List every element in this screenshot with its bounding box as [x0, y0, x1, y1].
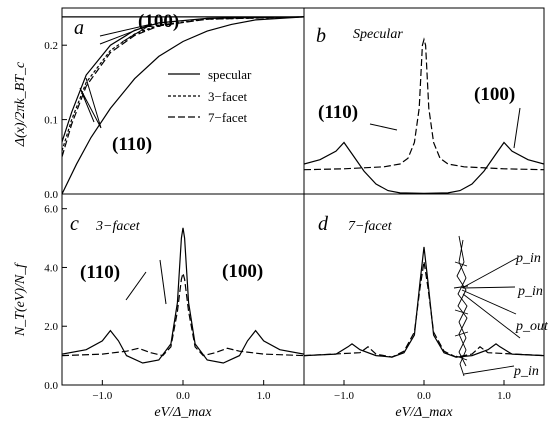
panel-c-y-axis-label: N_T(eV)/N_f	[13, 262, 28, 337]
legend-label-7-facet: 7−facet	[208, 110, 247, 125]
panel-c-x-tick-label: 0.0	[176, 390, 190, 402]
legend: specular 3−facet 7−facet	[168, 67, 252, 125]
panel-b-annotation-110: (110)	[318, 102, 358, 123]
panel-a-line-specular	[62, 16, 304, 194]
panel-b-plot	[304, 37, 544, 194]
panel-b-line-110	[304, 37, 544, 171]
tick-labels: 0.0 0.1 0.2 −1.0 0.0 1.0 0.0 2.0 4.0 6.0 −1.0 0.0 1.…	[44, 40, 511, 402]
panel-a-line-3-facet	[62, 16, 304, 151]
panel-c-annotation-100: (100)	[222, 261, 263, 282]
panel-c-annotation-110: (110)	[80, 262, 120, 283]
panel-d-line-100	[304, 246, 544, 358]
p-label-in-1: p_in	[515, 251, 541, 266]
panel-c-line-100	[62, 227, 304, 364]
panel-c-plot	[62, 227, 304, 364]
p-label-out: p_out	[515, 319, 548, 334]
panel-a-plot	[62, 16, 304, 194]
panel-d-x-tick-label: −1.0	[334, 390, 354, 402]
panel-c-title: 3−facet	[95, 219, 141, 234]
legend-label-specular: specular	[208, 67, 252, 82]
panel-c-y-tick-label: 4.0	[44, 262, 58, 274]
annotation-arrows	[79, 23, 521, 305]
panel-a-y-tick-label: 0.2	[44, 40, 58, 52]
panel-a-line-100	[62, 16, 304, 143]
p-label-in-3: p_in	[513, 364, 539, 379]
panel-a-y-tick-label: 0.1	[44, 115, 58, 127]
panel-b-line-100	[304, 141, 544, 194]
panel-d-tag: d	[318, 213, 329, 235]
panel-a-tag: a	[74, 17, 84, 39]
panel-c-x-tick-label: −1.0	[92, 390, 112, 402]
panel-d-frame	[303, 193, 545, 386]
panel-c-y-tick-label: 6.0	[44, 204, 58, 216]
panel-a-y-tick-label: 0.0	[44, 189, 58, 201]
panel-c-y-tick-label: 0.0	[44, 380, 58, 392]
panel-d-x-axis-label: eV/Δ_max	[395, 405, 453, 420]
panel-d-title: 7−facet	[348, 219, 393, 234]
legend-label-3-facet: 3−facet	[208, 89, 247, 104]
panel-a-line-7-facet	[62, 16, 304, 157]
panel-d-line-110	[304, 261, 544, 358]
panel-c-y-tick-label: 2.0	[44, 321, 58, 333]
panel-d-plot	[304, 246, 544, 358]
p-arrows	[461, 257, 521, 375]
panel-c-x-tick-label: 1.0	[257, 390, 271, 402]
panel-b-tag: b	[316, 25, 326, 47]
panel-a-annotation-110: (110)	[112, 134, 152, 155]
panel-c-tag: c	[70, 213, 79, 235]
panel-d-x-tick-label: 0.0	[417, 390, 431, 402]
fermi-surface-sketch	[453, 235, 469, 377]
panel-c-x-axis-label: eV/Δ_max	[154, 405, 212, 420]
panel-a-annotation-100: (100)	[138, 11, 179, 32]
panel-b-annotation-100: (100)	[474, 84, 515, 105]
panel-c-line-110	[62, 271, 304, 357]
panel-d-x-tick-label: 1.0	[497, 390, 511, 402]
panel-a-y-axis-label: Δ(x)/2πk_BT_c	[13, 61, 28, 147]
panel-b-title: Specular	[353, 27, 403, 42]
p-label-in-2: p_in	[517, 284, 543, 299]
tick-marks	[62, 44, 505, 386]
panel-a-frame	[61, 7, 305, 195]
